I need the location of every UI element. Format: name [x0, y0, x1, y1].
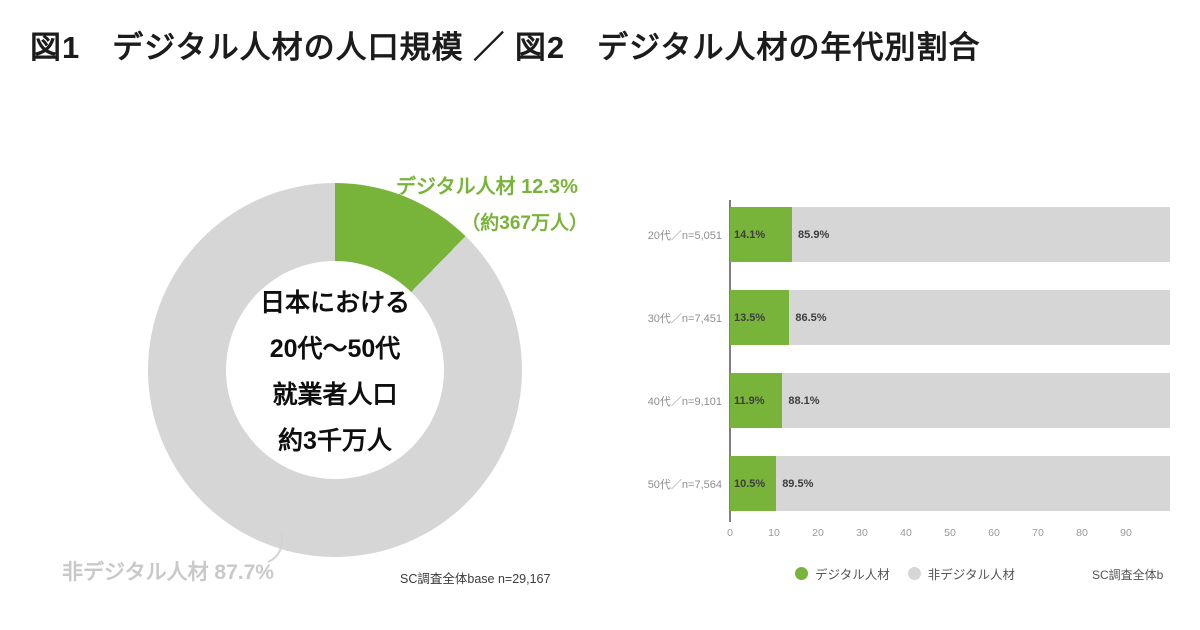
legend-non-digital-dot: [907, 567, 921, 580]
x-axis-tick: 0: [727, 527, 733, 539]
bar-row: 50代／n=7,564 10.5% 89.5%: [620, 456, 1200, 511]
donut-hole: [226, 261, 444, 479]
non-digital-value-label: 89.5%: [782, 477, 814, 490]
non-digital-slice-label: 非デジタル人材 87.7%: [62, 561, 274, 584]
digital-value-label: 10.5%: [734, 477, 766, 490]
category-label: 50代／n=7,564: [647, 478, 722, 491]
y-axis-line: [729, 200, 731, 522]
page-title: 図1 デジタル人材の人口規模 ／ 図2 デジタル人材の年代別割合: [30, 30, 981, 65]
digital-slice-label-line1: デジタル人材 12.3%: [396, 176, 578, 198]
non-digital-bar-segment: [789, 290, 1170, 345]
digital-bar-segment: [730, 456, 777, 511]
category-label: 30代／n=7,451: [647, 312, 722, 325]
non-digital-value-label: 85.9%: [798, 228, 830, 241]
non-digital-bar-segment: [782, 373, 1170, 428]
x-axis-tick: 60: [988, 527, 1000, 539]
x-axis-tick: 20: [812, 527, 824, 539]
bar-row: 30代／n=7,451 13.5% 86.5%: [620, 290, 1200, 345]
bar-chart: 20代／n=5,051 14.1% 85.9% 30代／n=7,451 13.5% 86.…: [620, 195, 1200, 610]
bar-row: 40代／n=9,101 11.9% 88.1%: [620, 373, 1200, 428]
x-axis-tick: 40: [900, 527, 912, 539]
center-line-2: 20代～50代: [269, 335, 401, 363]
x-axis-tick: 70: [1032, 527, 1044, 539]
category-label: 20代／n=5,051: [647, 229, 722, 242]
center-line-3: 就業者人口: [272, 381, 398, 409]
center-line-4: 約3千万人: [278, 427, 392, 455]
legend-digital-dot: [795, 567, 808, 580]
bar-legend: デジタル人材 非デジタル人材: [795, 564, 1015, 583]
digital-bar-segment: [730, 207, 793, 262]
donut-center-text: 日本における 20代～50代 就業者人口 約3千万人: [148, 183, 522, 557]
digital-slice-label: デジタル人材 12.3% （約367万人）: [396, 170, 596, 235]
legend-non-digital-label: 非デジタル人材: [927, 568, 1016, 582]
digital-bar-segment: [730, 373, 783, 428]
bar-source-note: SC調査全体b: [1092, 568, 1164, 582]
center-line-1: 日本における: [259, 289, 410, 317]
legend-digital-label: デジタル人材: [815, 568, 890, 582]
category-label: 40代／n=9,101: [647, 395, 722, 408]
donut-chart: 日本における 20代～50代 就業者人口 約3千万人: [148, 183, 522, 557]
digital-value-label: 14.1%: [734, 228, 766, 241]
x-axis-tick: 10: [768, 527, 780, 539]
digital-slice-label-line2: （約367万人）: [461, 213, 588, 234]
bar-row: 20代／n=5,051 14.1% 85.9%: [620, 207, 1200, 262]
non-digital-value-label: 86.5%: [795, 311, 827, 324]
digital-value-label: 13.5%: [734, 311, 766, 324]
x-axis-tick: 80: [1076, 527, 1088, 539]
non-digital-bar-segment: [776, 456, 1170, 511]
donut-source-note: SC調査全体base n=29,167: [400, 572, 551, 586]
x-axis-tick: 30: [856, 527, 868, 539]
non-digital-value-label: 88.1%: [788, 394, 820, 407]
digital-bar-segment: [730, 290, 790, 345]
digital-value-label: 11.9%: [734, 394, 765, 407]
non-digital-bar-segment: [792, 207, 1170, 262]
x-axis-tick: 50: [944, 527, 956, 539]
x-axis-tick: 90: [1120, 527, 1132, 539]
